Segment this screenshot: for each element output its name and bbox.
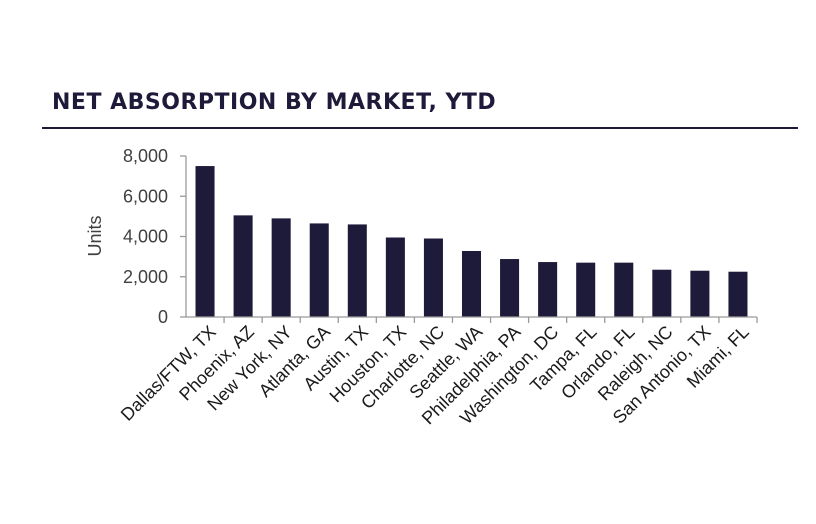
bar: [461, 250, 482, 317]
y-tick-label: 2,000: [123, 267, 168, 287]
y-tick-label: 8,000: [123, 146, 168, 166]
bar: [500, 259, 520, 317]
bar: [614, 262, 634, 317]
bar: [195, 166, 215, 317]
bar: [347, 224, 367, 317]
bar: [423, 238, 443, 317]
bar: [728, 271, 748, 317]
bar: [538, 262, 558, 317]
y-axis-ticks: 0 2,000 4,000 6,000 8,000: [123, 146, 186, 327]
bar: [576, 262, 596, 317]
y-tick-label: 0: [158, 307, 168, 327]
chart-title: NET ABSORPTION BY MARKET, YTD: [52, 90, 497, 115]
y-tick-label: 6,000: [123, 186, 168, 206]
title-divider: [42, 127, 798, 129]
bar: [385, 237, 405, 317]
y-tick-label: 4,000: [123, 227, 168, 247]
y-axis-title: Units: [85, 215, 105, 256]
bar: [309, 223, 329, 317]
bar: [271, 218, 291, 317]
axes: [185, 156, 758, 323]
bar: [690, 270, 710, 317]
bar: [233, 215, 253, 317]
bars: [195, 166, 748, 317]
bar: [652, 269, 672, 317]
